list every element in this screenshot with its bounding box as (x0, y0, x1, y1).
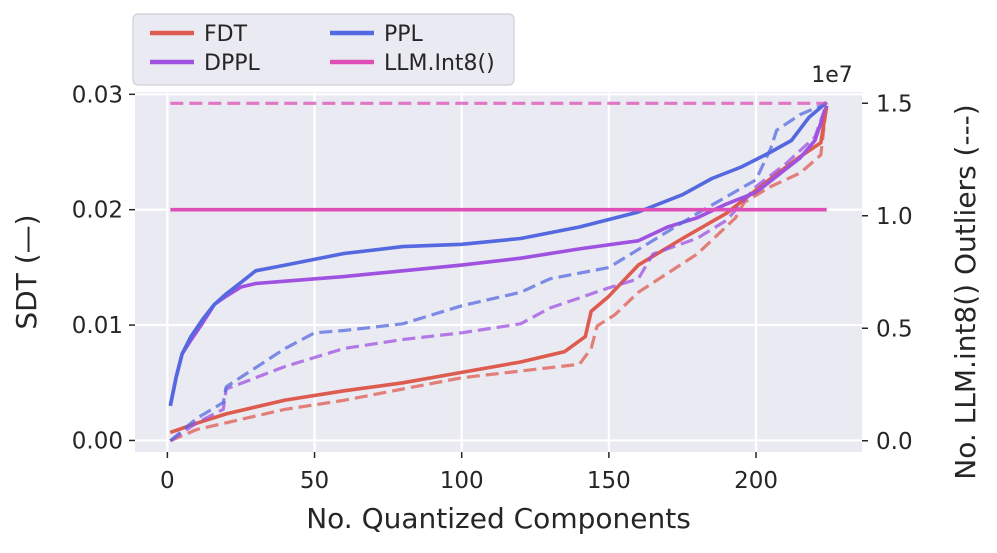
series-lines (168, 101, 829, 443)
x-tick-label: 50 (300, 468, 329, 494)
legend-label: DPPL (204, 51, 260, 76)
y-tick-label: 0.00 (72, 428, 123, 454)
legend-label: PPL (384, 22, 424, 47)
y2-tick-label: 1.5 (876, 91, 913, 117)
legend-label: LLM.Int8() (384, 51, 495, 76)
legend: FDT DPPL PPL LLM.Int8() (132, 13, 515, 86)
y-tick-label: 0.01 (72, 313, 123, 339)
y2-axis-title: No. LLM.int8() Outliers (---) (949, 104, 982, 479)
grid-lines (135, 92, 862, 452)
y-axis-ticks: 0.00 0.01 0.02 0.03 (72, 82, 135, 454)
x-tick-label: 150 (587, 468, 631, 494)
series-line-2 (168, 101, 828, 407)
y2-axis-ticks: 0.0 0.5 1.0 1.5 (862, 91, 913, 455)
x-tick-label: 200 (734, 468, 778, 494)
x-axis-title: No. Quantized Components (306, 502, 691, 535)
y2-tick-label: 0.5 (876, 316, 913, 342)
y2-offset-text: 1e7 (811, 63, 853, 88)
y-axis-title: SDT (—) (10, 214, 43, 329)
series-line-0 (169, 105, 829, 435)
plot-background (135, 92, 862, 452)
series-line-1 (168, 105, 829, 407)
series-line-5 (169, 101, 828, 443)
y-tick-label: 0.03 (72, 82, 123, 108)
legend-label: FDT (204, 22, 248, 47)
x-axis-ticks: 0 50 100 150 200 (160, 452, 778, 494)
x-tick-label: 100 (440, 468, 484, 494)
x-tick-label: 0 (160, 468, 175, 494)
y2-tick-label: 0.0 (876, 429, 913, 455)
axes: 0 50 100 150 200 0.00 0.01 0.02 0.03 0.0 0.5 1.0 1… (10, 63, 982, 535)
series-line-3 (169, 103, 829, 443)
y2-tick-label: 1.0 (876, 204, 913, 230)
legend-box (132, 13, 515, 86)
y-tick-label: 0.02 (72, 198, 123, 224)
